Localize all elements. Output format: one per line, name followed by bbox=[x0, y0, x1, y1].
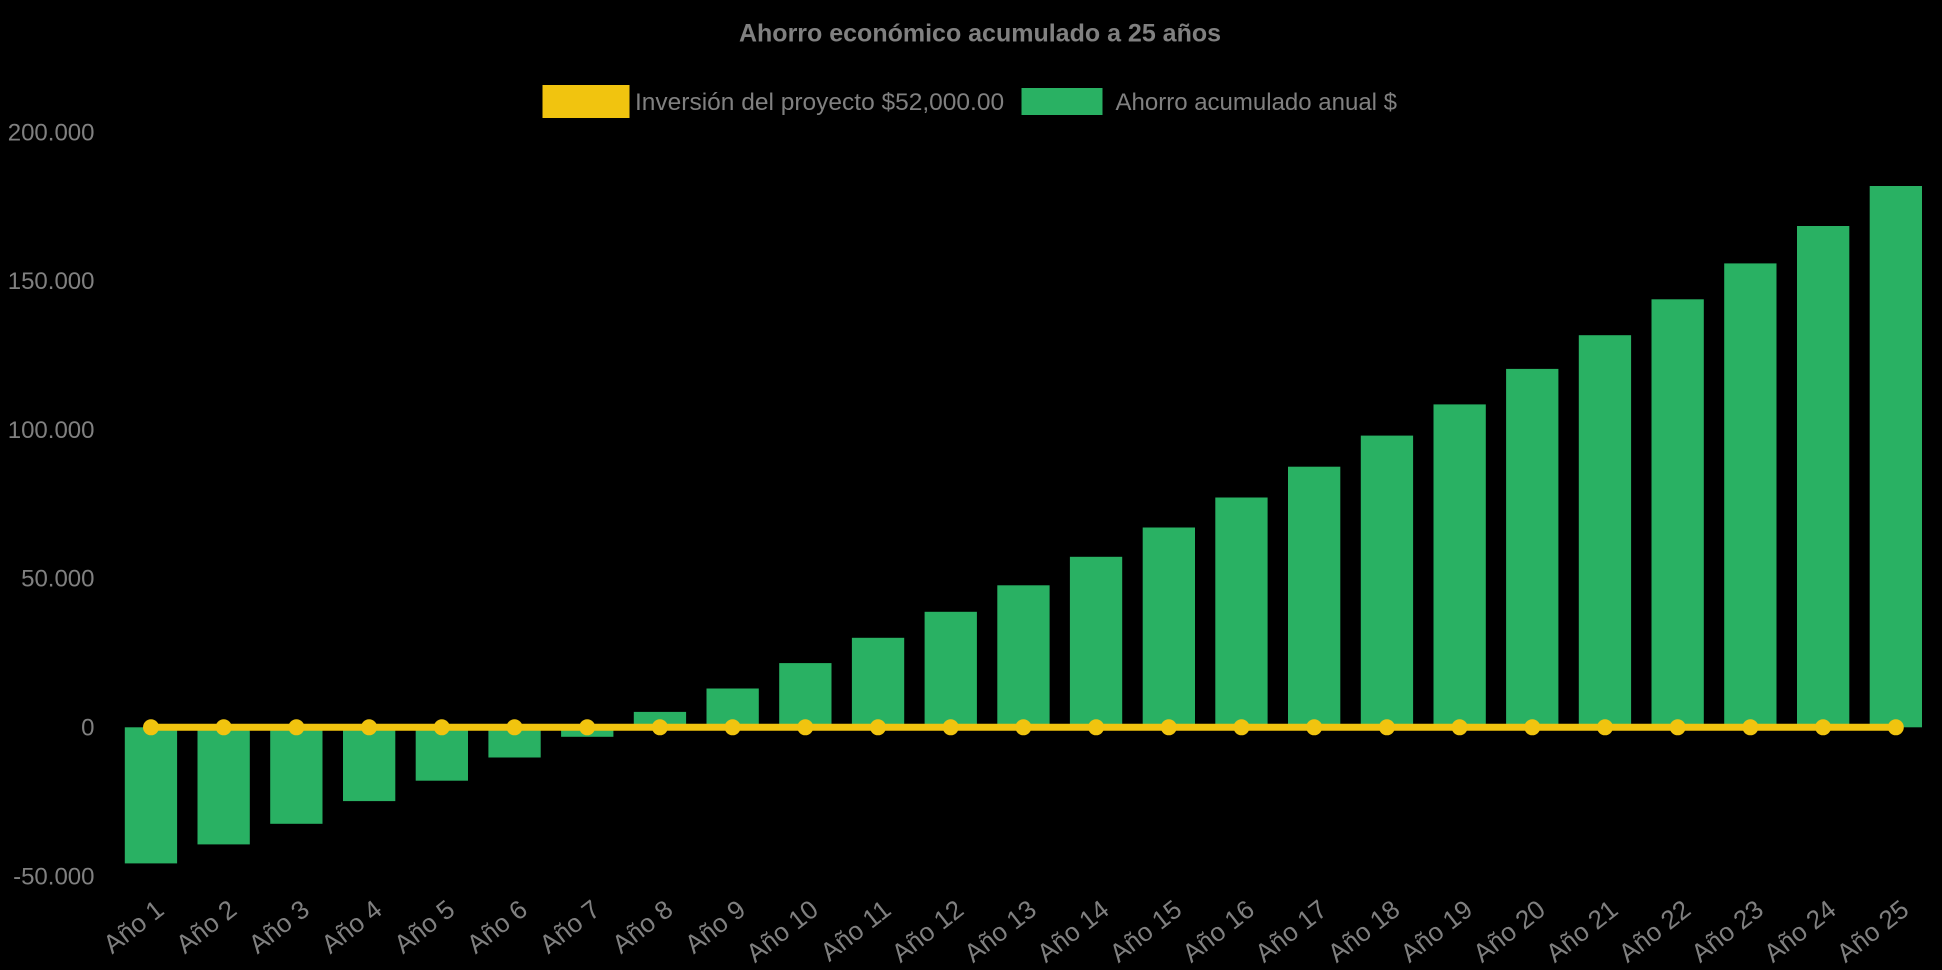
svg-text:-50.000: -50.000 bbox=[13, 863, 94, 890]
svg-text:100.000: 100.000 bbox=[8, 417, 95, 444]
svg-text:Ahorro económico acumulado a 2: Ahorro económico acumulado a 25 años bbox=[739, 19, 1221, 47]
svg-text:200.000: 200.000 bbox=[8, 119, 95, 146]
svg-text:0: 0 bbox=[81, 715, 94, 742]
svg-text:Inversión del proyecto $52,000: Inversión del proyecto $52,000.00 bbox=[635, 89, 1004, 116]
svg-text:50.000: 50.000 bbox=[21, 566, 94, 593]
svg-text:150.000: 150.000 bbox=[8, 268, 95, 295]
svg-text:Ahorro acumulado anual $: Ahorro acumulado anual $ bbox=[1116, 89, 1398, 116]
